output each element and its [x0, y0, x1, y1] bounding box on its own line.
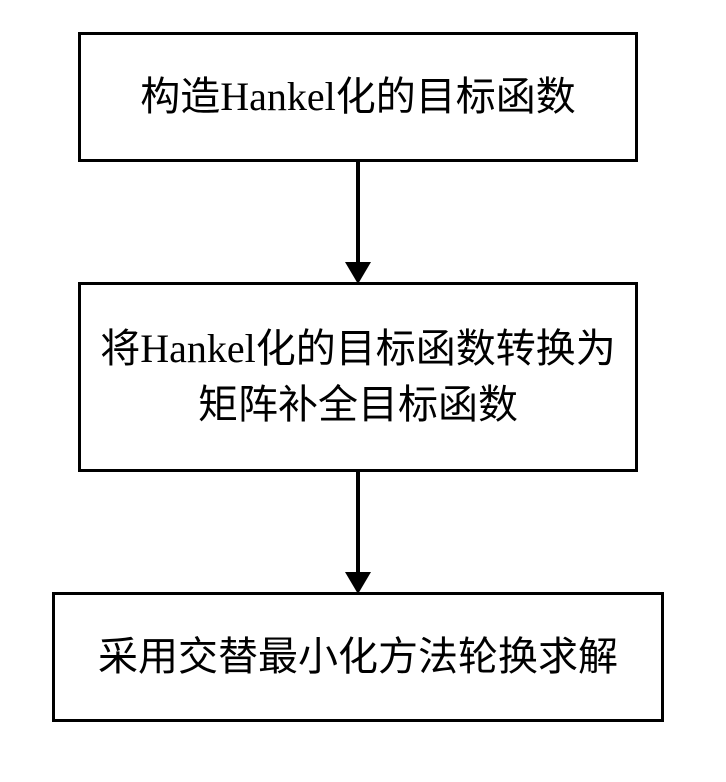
flow-arrow-2-line [356, 472, 360, 572]
flowchart-canvas: 构造Hankel化的目标函数 将Hankel化的目标函数转换为矩阵补全目标函数 … [0, 0, 726, 782]
flow-arrow-1-head [345, 262, 371, 284]
flow-node-2-text: 将Hankel化的目标函数转换为矩阵补全目标函数 [100, 321, 616, 433]
flow-arrow-2-head [345, 572, 371, 594]
flow-arrow-1-line [356, 162, 360, 262]
flow-node-3: 采用交替最小化方法轮换求解 [52, 592, 664, 722]
flow-node-1-text: 构造Hankel化的目标函数 [140, 69, 576, 125]
flow-node-3-text: 采用交替最小化方法轮换求解 [98, 629, 618, 685]
flow-node-2: 将Hankel化的目标函数转换为矩阵补全目标函数 [78, 282, 638, 472]
flow-node-1: 构造Hankel化的目标函数 [78, 32, 638, 162]
